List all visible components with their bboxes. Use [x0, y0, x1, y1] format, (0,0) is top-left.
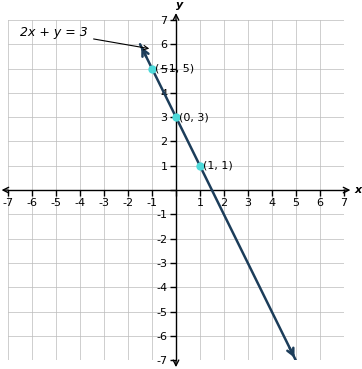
Text: (−1, 5): (−1, 5) — [155, 63, 194, 73]
Text: (1, 1): (1, 1) — [203, 161, 232, 171]
Text: 2x + y = 3: 2x + y = 3 — [20, 25, 148, 50]
Text: x: x — [354, 185, 362, 195]
Text: y: y — [176, 0, 183, 10]
Text: (0, 3): (0, 3) — [179, 112, 209, 122]
